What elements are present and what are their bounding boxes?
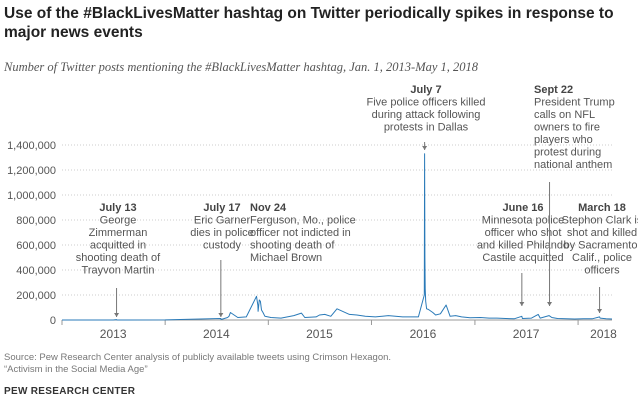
y-tick-label: 600,000 bbox=[16, 240, 56, 252]
series-group bbox=[62, 153, 613, 321]
y-tick-label: 1,200,000 bbox=[7, 165, 56, 177]
series-line bbox=[62, 153, 613, 321]
x-tick-label: 2013 bbox=[100, 327, 127, 341]
annotation-text: President Trump bbox=[534, 97, 615, 109]
x-tick-label: 2014 bbox=[203, 327, 230, 341]
annotation-text: shooting death of bbox=[76, 252, 161, 264]
annotation-arrowhead bbox=[547, 302, 553, 306]
axes: 0 200,000 400,000 600,000 800,000 1,000,000 1,… bbox=[7, 140, 617, 341]
annotation-date: March 18 bbox=[578, 202, 626, 214]
annotation-text: players who bbox=[534, 134, 593, 146]
chart-title: Use of the #BlackLivesMatter hashtag on … bbox=[4, 5, 614, 41]
annotation-text: Castile acquitted bbox=[482, 252, 563, 264]
annotation-text: Eric Garner bbox=[194, 215, 251, 227]
annotation-text: officer who shot bbox=[485, 227, 562, 239]
annotation-text: shot and killed bbox=[567, 227, 637, 239]
y-tick-label: 200,000 bbox=[16, 290, 56, 302]
brand-logo-text: PEW RESEARCH CENTER bbox=[4, 386, 136, 397]
annotation-text: during attack following bbox=[372, 109, 481, 121]
report-title: “Activism in the Social Media Age” bbox=[4, 364, 148, 375]
y-tick-label: 0 bbox=[50, 315, 56, 327]
source-line: Source: Pew Research Center analysis of … bbox=[4, 352, 392, 363]
annotation-date: July 17 bbox=[203, 202, 240, 214]
annotation-text: by Sacramento, bbox=[563, 240, 638, 252]
annotation-text: protest during bbox=[534, 147, 601, 159]
annotation-text: Calif., police bbox=[572, 252, 632, 264]
annotation-text: Ferguson, Mo., police bbox=[250, 215, 356, 227]
annotation-date: July 7 bbox=[410, 84, 441, 96]
annotation-text: Trayvon Martin bbox=[82, 265, 155, 277]
annotation-text: George bbox=[100, 215, 137, 227]
source-note: Source: Pew Research Center analysis of … bbox=[4, 352, 634, 376]
annotation-date: Nov 24 bbox=[250, 202, 287, 214]
annotation-text: Five police officers killed bbox=[366, 97, 485, 109]
chart-subtitle: Number of Twitter posts mentioning the #… bbox=[4, 60, 479, 74]
annotation-text: Minnesota police bbox=[482, 215, 565, 227]
annotation-text: Michael Brown bbox=[250, 252, 322, 264]
annotation-text: acquitted in bbox=[90, 240, 146, 252]
annotation-text: dies in police bbox=[190, 227, 254, 239]
annotation-date: July 13 bbox=[99, 202, 136, 214]
annotation-text: national anthem bbox=[534, 159, 612, 171]
annotation-arrowhead bbox=[114, 313, 120, 317]
annotation-date: Sept 22 bbox=[534, 84, 573, 96]
annotation-text: officer not indicted in bbox=[250, 227, 351, 239]
annotation-arrowhead bbox=[519, 302, 525, 306]
x-tick-label: 2018 bbox=[590, 327, 617, 341]
y-tick-label: 1,400,000 bbox=[7, 140, 56, 152]
y-tick-label: 800,000 bbox=[16, 215, 56, 227]
x-tick-label: 2017 bbox=[513, 327, 540, 341]
annotation-text: and killed Philando bbox=[477, 240, 569, 252]
x-tick-label: 2016 bbox=[410, 327, 437, 341]
annotation-text: Zimmerman bbox=[89, 227, 148, 239]
annotation-date: June 16 bbox=[503, 202, 544, 214]
annotation-arrowhead bbox=[597, 309, 603, 313]
y-tick-label: 400,000 bbox=[16, 265, 56, 277]
annotation-text: custody bbox=[203, 240, 241, 252]
annotation-arrowhead bbox=[422, 146, 428, 150]
annotation-text: officers bbox=[584, 265, 620, 277]
annotation-text: owners to fire bbox=[534, 122, 600, 134]
annotation-text: calls on NFL bbox=[534, 109, 595, 121]
x-tick-label: 2015 bbox=[306, 327, 333, 341]
annotation-arrowhead bbox=[218, 313, 224, 317]
annotation-text: protests in Dallas bbox=[384, 122, 469, 134]
annotation-text: Stephon Clark is bbox=[562, 215, 638, 227]
y-tick-label: 1,000,000 bbox=[7, 190, 56, 202]
annotation-text: shooting death of bbox=[250, 240, 335, 252]
